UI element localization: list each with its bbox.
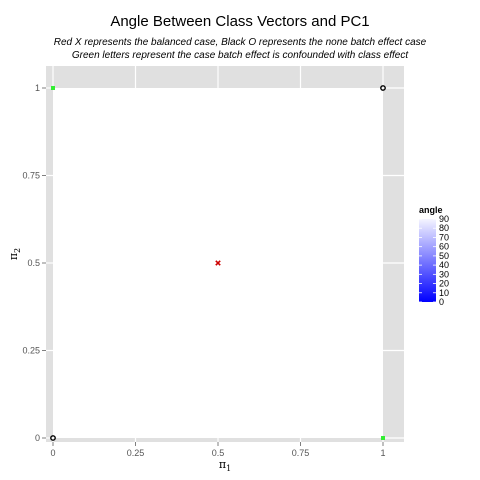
point-x-marker	[215, 260, 221, 266]
x-tick-label: 0.5	[212, 448, 225, 458]
x-tick-label: 0.25	[127, 448, 145, 458]
legend-label: 60	[439, 242, 449, 252]
chart-subtitle-line-2: Green letters represent the case batch e…	[71, 50, 409, 61]
point-o-marker	[380, 85, 386, 91]
legend-label: 50	[439, 251, 449, 261]
y-tick-label: 0.5	[27, 258, 40, 268]
x-tick-label: 0	[50, 448, 55, 458]
legend-label: 30	[439, 269, 449, 279]
plot-panel	[46, 66, 404, 442]
legend-label: 10	[439, 288, 449, 298]
legend-label: 80	[439, 223, 449, 233]
point-x-stroke	[215, 260, 221, 266]
axes: 0 0.25 0.5 0.75 1 0 0.25 0.5 0.75 1 π1 π2	[7, 83, 386, 473]
legend-colorbar	[419, 219, 436, 302]
data-points	[50, 85, 386, 441]
point-letter-marker	[51, 86, 55, 90]
point-letter-marker	[381, 436, 385, 440]
y-tick-label: 0.75	[22, 171, 40, 181]
legend-label: 70	[439, 232, 449, 242]
y-tick-label: 0.25	[22, 346, 40, 356]
x-tick-label: 1	[380, 448, 385, 458]
chart-subtitle-line-1: Red X represents the balanced case, Blac…	[53, 37, 427, 48]
legend-label: 40	[439, 260, 449, 270]
y-tick-label: 0	[35, 433, 40, 443]
legend-label: 20	[439, 279, 449, 289]
legend-label: 90	[439, 214, 449, 224]
x-tick-label: 0.75	[292, 448, 310, 458]
chart-title: Angle Between Class Vectors and PC1	[110, 13, 370, 30]
legend-label: 0	[439, 297, 444, 307]
y-tick-label: 1	[35, 83, 40, 93]
x-axis-title: π1	[219, 458, 231, 473]
point-o-marker	[50, 435, 56, 441]
legend-title: angle	[419, 205, 443, 215]
y-axis-title: π2	[7, 248, 22, 260]
